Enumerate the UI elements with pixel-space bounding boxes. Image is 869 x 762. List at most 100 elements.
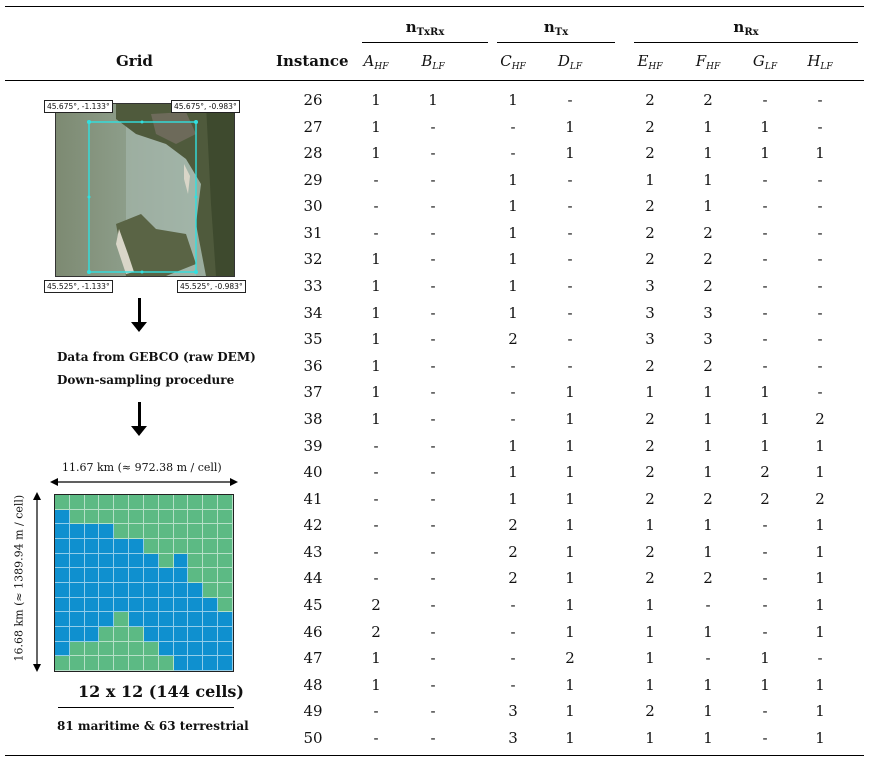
table-cell: 2 (645, 144, 655, 163)
terrestrial-cell (173, 539, 189, 554)
terrestrial-cell (203, 495, 219, 510)
maritime-cell (55, 641, 70, 657)
table-cell: - (567, 250, 573, 269)
table-cell: - (510, 383, 516, 402)
terrestrial-cell (188, 495, 204, 510)
terrestrial-cell (99, 495, 115, 510)
maritime-cell (158, 583, 174, 598)
table-cell: - (430, 303, 436, 322)
table-cell: 1 (508, 250, 518, 269)
table-cell: 2 (508, 330, 518, 349)
table-cell: 1 (703, 675, 713, 694)
maritime-cell (55, 597, 70, 613)
group-rule-ntx (497, 42, 615, 43)
table-cell: 1 (760, 436, 770, 455)
maritime-cell (203, 612, 219, 627)
table-cell: 1 (645, 622, 655, 641)
terrestrial-cell (69, 656, 85, 671)
table-cell: - (373, 170, 379, 189)
table-cell: 1 (760, 383, 770, 402)
terrestrial-cell (203, 553, 219, 569)
maritime-cell (129, 553, 144, 569)
maritime-cell (84, 627, 100, 642)
maritime-cell (173, 553, 189, 569)
header-instance: Instance (276, 52, 349, 70)
table-cell: 1 (703, 542, 713, 561)
maritime-cell (173, 627, 189, 642)
instance-cell: 26 (303, 91, 323, 109)
maritime-cell (99, 553, 115, 569)
table-cell: - (373, 569, 379, 588)
table-cell: - (373, 542, 379, 561)
maritime-cell (55, 583, 70, 598)
table-cell: 1 (565, 383, 575, 402)
table-cell: 2 (645, 569, 655, 588)
table-cell: 1 (371, 649, 381, 668)
table-cell: 1 (565, 675, 575, 694)
table-cell: 1 (371, 675, 381, 694)
table-cell: 3 (703, 330, 713, 349)
table-cell: - (373, 197, 379, 216)
maritime-cell (129, 612, 144, 627)
table-cell: 2 (508, 516, 518, 535)
table-cell: 1 (371, 383, 381, 402)
table-cell: 2 (703, 91, 713, 109)
table-bottom-rule (5, 755, 864, 757)
table-cell: - (817, 117, 823, 136)
table-cell: - (373, 489, 379, 508)
terrestrial-cell (114, 627, 130, 642)
terrestrial-cell (99, 627, 115, 642)
table-cell: 1 (760, 144, 770, 163)
maritime-cell (99, 583, 115, 598)
maritime-cell (173, 583, 189, 598)
maritime-cell (99, 539, 115, 554)
table-cell: 3 (703, 303, 713, 322)
table-cell: - (762, 356, 768, 375)
terrestrial-cell (129, 656, 144, 671)
instance-cell: 37 (303, 383, 323, 402)
maritime-cell (55, 612, 70, 627)
table-cell: 2 (645, 91, 655, 109)
coord-bottom-right: 45.525°, -0.983° (177, 280, 246, 293)
instance-cell: 40 (303, 463, 323, 482)
table-cell: 1 (703, 197, 713, 216)
instance-cell: 38 (303, 409, 323, 428)
instance-cell: 46 (303, 622, 323, 641)
terrestrial-cell (173, 509, 189, 525)
header-grid: Grid (116, 52, 153, 70)
column-header-c: CHF (500, 52, 526, 72)
terrestrial-cell (69, 509, 85, 525)
table-cell: 1 (815, 569, 825, 588)
terrestrial-cell (69, 641, 85, 657)
terrestrial-cell (218, 539, 233, 554)
table-cell: 3 (645, 277, 655, 296)
table-cell: - (510, 117, 516, 136)
table-cell: 1 (565, 463, 575, 482)
terrestrial-cell (203, 539, 219, 554)
table-cell: 1 (565, 117, 575, 136)
maritime-cell (143, 597, 159, 613)
maritime-cell (69, 553, 85, 569)
column-header-g: GLF (752, 52, 778, 72)
table-cell: - (762, 197, 768, 216)
maritime-cell (69, 597, 85, 613)
table-cell: - (430, 330, 436, 349)
table-cell: 1 (760, 117, 770, 136)
instance-cell: 29 (303, 170, 323, 189)
maritime-cell (129, 539, 144, 554)
table-cell: - (430, 728, 436, 747)
table-cell: 1 (703, 516, 713, 535)
table-cell: 1 (565, 596, 575, 615)
maritime-cell (84, 583, 100, 598)
maritime-cell (218, 627, 233, 642)
table-cell: - (762, 303, 768, 322)
width-dimension-arrow-icon (50, 478, 238, 486)
instance-cell: 50 (303, 728, 323, 747)
table-cell: 1 (815, 463, 825, 482)
table-cell: 1 (815, 728, 825, 747)
table-cell: - (817, 197, 823, 216)
table-cell: - (510, 356, 516, 375)
table-cell: 2 (645, 117, 655, 136)
maritime-cell (69, 627, 85, 642)
terrestrial-cell (114, 524, 130, 539)
